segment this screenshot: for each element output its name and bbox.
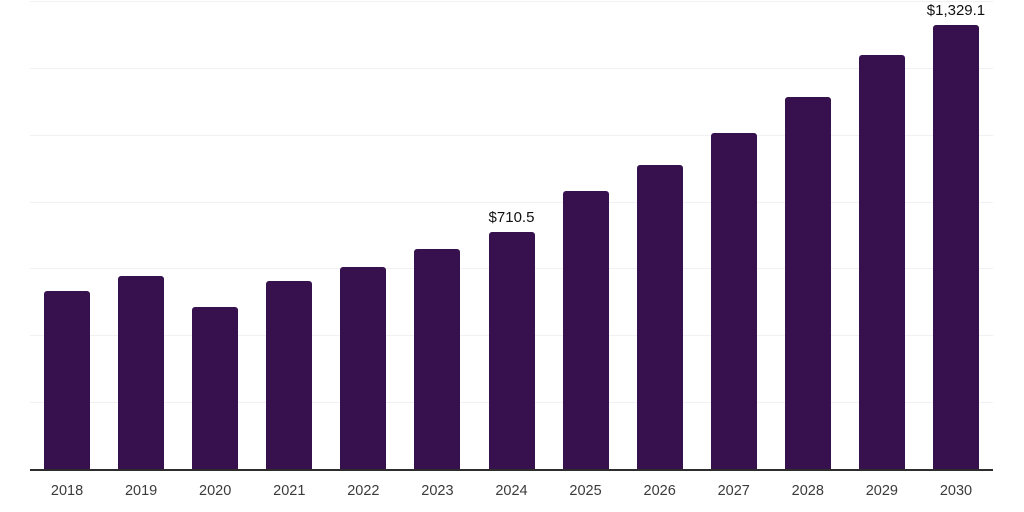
gridline <box>30 201 993 203</box>
x-axis-tick-label: 2028 <box>791 483 824 499</box>
bar <box>266 281 313 469</box>
bar-value-label: $1,329.1 <box>926 1 986 19</box>
bar <box>636 164 683 469</box>
bar <box>932 24 979 469</box>
bar <box>488 231 535 469</box>
bar <box>192 306 239 469</box>
x-axis-tick-label: 2022 <box>347 483 380 499</box>
bar <box>784 96 831 469</box>
x-axis: 2018 2019 2020 2021 2022 2023 2024 2025 2026 2027… <box>30 483 993 505</box>
bar <box>562 191 609 469</box>
bar <box>118 275 165 469</box>
x-axis-line <box>30 469 993 471</box>
gridline <box>30 67 993 69</box>
plot-area: $710.5 $1,329.1 <box>30 1 993 471</box>
x-axis-tick-label: 2030 <box>939 483 973 499</box>
x-axis-tick-label: 2026 <box>643 483 676 499</box>
bar <box>858 55 905 469</box>
x-axis-tick-label: 2025 <box>569 483 602 499</box>
x-axis-tick-label: 2021 <box>273 483 306 499</box>
bar <box>44 291 91 469</box>
bar <box>710 133 757 469</box>
gridline <box>30 1 993 2</box>
x-axis-tick-label: 2018 <box>50 483 84 499</box>
x-axis-tick-label: 2020 <box>199 483 232 499</box>
bar <box>414 249 461 469</box>
x-axis-tick-label: 2023 <box>421 483 454 499</box>
bar <box>340 267 387 469</box>
bar-value-label: $710.5 <box>488 208 535 226</box>
x-axis-tick-label: 2029 <box>865 483 899 499</box>
x-axis-tick-label: 2027 <box>717 483 750 499</box>
gridline <box>30 134 993 136</box>
x-axis-tick-label: 2019 <box>124 483 158 499</box>
x-axis-tick-label: 2024 <box>495 483 528 499</box>
